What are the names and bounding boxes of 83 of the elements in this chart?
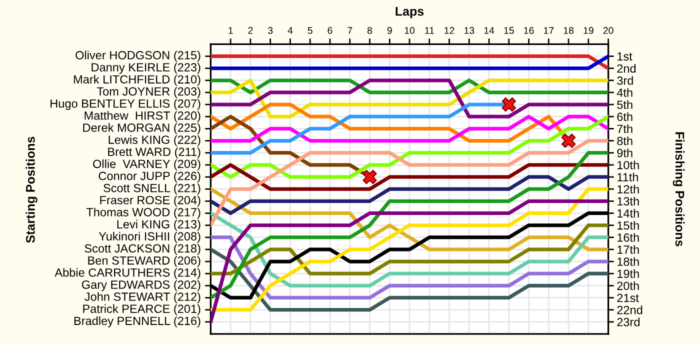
text: Scott JACKSON (218)	[84, 244, 200, 255]
text: Starting Positions	[26, 136, 38, 243]
y-tick-label: 15th	[618, 221, 639, 230]
y-tick-label: 4th	[616, 88, 632, 97]
point	[502, 97, 516, 112]
y-tick-label: 22nd	[617, 306, 642, 314]
text: John STEWART (212)	[84, 292, 200, 304]
x-tick-label: 13	[464, 27, 474, 34]
x-tick-label: 16	[524, 27, 534, 34]
text: Tom JOYNER (203)	[96, 86, 200, 98]
text: Thomas WOOD (217)	[86, 208, 200, 219]
text: Ollie VARNEY (209)	[93, 159, 200, 170]
line-series	[210, 199, 608, 324]
text: Scott SNELL (221)	[104, 184, 200, 195]
x-tick-label: 6	[328, 27, 332, 34]
x-tick-label: 10	[404, 27, 415, 34]
y-tick-label: 2nd	[617, 64, 636, 73]
x-tick-label: 1	[228, 27, 233, 34]
y-axis-title: Finishing Positions	[672, 132, 685, 246]
text: Lewis KING (222)	[108, 135, 200, 146]
line-series	[210, 223, 608, 276]
text: Derek MORGAN (225)	[83, 123, 200, 134]
text: Connor JUPP (226)	[98, 171, 200, 182]
x-tick-label: 15	[504, 27, 514, 34]
text: Patrick PEARCE (201)	[83, 304, 200, 316]
text: Gary EDWARDS (202)	[82, 280, 200, 292]
text: Mark LITCHFIELD (210)	[74, 74, 200, 86]
y-tick-label: 20th	[617, 281, 639, 290]
x-tick-label: 2	[248, 27, 253, 34]
line-series	[210, 236, 608, 300]
x-tick-label: 7	[348, 27, 352, 34]
y-tick-label: 10th	[618, 160, 639, 170]
text: Yukinori ISHII (208)	[98, 232, 200, 243]
y-tick-label: 5th	[617, 100, 632, 109]
x-tick-label: 17	[544, 27, 554, 34]
y-tick-label: 23rd	[617, 318, 640, 326]
y-tick-label: 3rd	[617, 76, 633, 85]
line-series	[210, 114, 608, 179]
text: Matthew HIRST (220)	[84, 111, 200, 122]
line-series	[210, 138, 608, 228]
x-tick-label: 3	[268, 27, 273, 34]
y-tick-label: 7th	[617, 124, 632, 134]
text: Fraser ROSE (204)	[100, 196, 200, 207]
y-tick-label: 14th	[618, 208, 639, 218]
y-tick-label: 8th	[617, 136, 632, 146]
point	[362, 170, 377, 184]
y-tick-label: 12th	[618, 184, 639, 194]
y-tick-label: 21st	[617, 294, 639, 302]
point	[561, 134, 576, 148]
y-tick-label: 19th	[618, 269, 639, 278]
line-series	[210, 187, 608, 252]
y-tick-label: 13th	[618, 196, 639, 206]
line-series	[210, 187, 608, 312]
x-axis-title: Laps	[396, 7, 424, 18]
x-tick-label: 19	[584, 27, 594, 34]
text: Hugo BENTLEY ELLIS (207)	[50, 99, 200, 110]
x-tick-label: 18	[564, 27, 574, 34]
y-tick-label: 18th	[618, 257, 639, 266]
text: Danny KEIRLE (223)	[92, 62, 200, 74]
line-series	[210, 78, 608, 118]
y-tick-label: 9th	[617, 148, 632, 158]
text: Levi KING (213)	[117, 220, 200, 231]
x-tick-label: 20	[603, 27, 614, 34]
text: Oliver HODGSON (215)	[76, 50, 200, 62]
x-tick-label: 11	[425, 27, 434, 34]
x-tick-label: 9	[387, 27, 392, 34]
text: Bradley PENNELL (216)	[74, 316, 200, 328]
x-tick-label: 12	[444, 27, 454, 34]
y-tick-label: 6th	[617, 112, 632, 122]
x-tick-label: 8	[367, 27, 372, 34]
y-tick-label: 17th	[618, 245, 639, 254]
line-series	[210, 248, 608, 312]
text: Abbie CARRUTHERS (214)	[54, 268, 200, 280]
x-tick-label: 4	[288, 27, 293, 34]
y-tick-label: 1st	[618, 52, 632, 61]
line-series	[210, 175, 608, 216]
y-tick-label: 16th	[618, 233, 639, 242]
x-tick-label: 5	[308, 27, 312, 34]
text: Brett WARD (211)	[108, 147, 200, 158]
line-series	[210, 151, 608, 300]
text: Ben STEWARD (206)	[88, 256, 200, 268]
x-tick-label: 14	[484, 27, 494, 34]
y-tick-label: 11th	[618, 172, 638, 182]
